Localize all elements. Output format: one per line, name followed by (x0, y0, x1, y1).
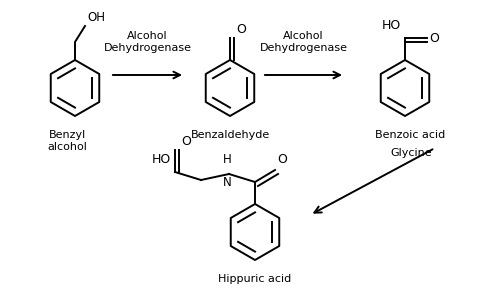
Text: HO: HO (152, 153, 171, 166)
Text: OH: OH (87, 11, 105, 24)
Text: Benzaldehyde: Benzaldehyde (190, 130, 270, 140)
Text: Glycine: Glycine (390, 148, 432, 158)
Text: N: N (222, 176, 232, 189)
Text: Alcohol
Dehydrogenase: Alcohol Dehydrogenase (260, 31, 348, 53)
Text: HO: HO (382, 19, 401, 32)
Text: Alcohol
Dehydrogenase: Alcohol Dehydrogenase (104, 31, 192, 53)
Text: O: O (236, 23, 246, 36)
Text: O: O (277, 153, 287, 166)
Text: Benzoic acid: Benzoic acid (375, 130, 445, 140)
Text: O: O (181, 135, 191, 148)
Text: Benzyl
alcohol: Benzyl alcohol (47, 130, 87, 152)
Text: O: O (429, 32, 439, 45)
Text: H: H (222, 153, 232, 166)
Text: Hippuric acid: Hippuric acid (218, 274, 292, 284)
